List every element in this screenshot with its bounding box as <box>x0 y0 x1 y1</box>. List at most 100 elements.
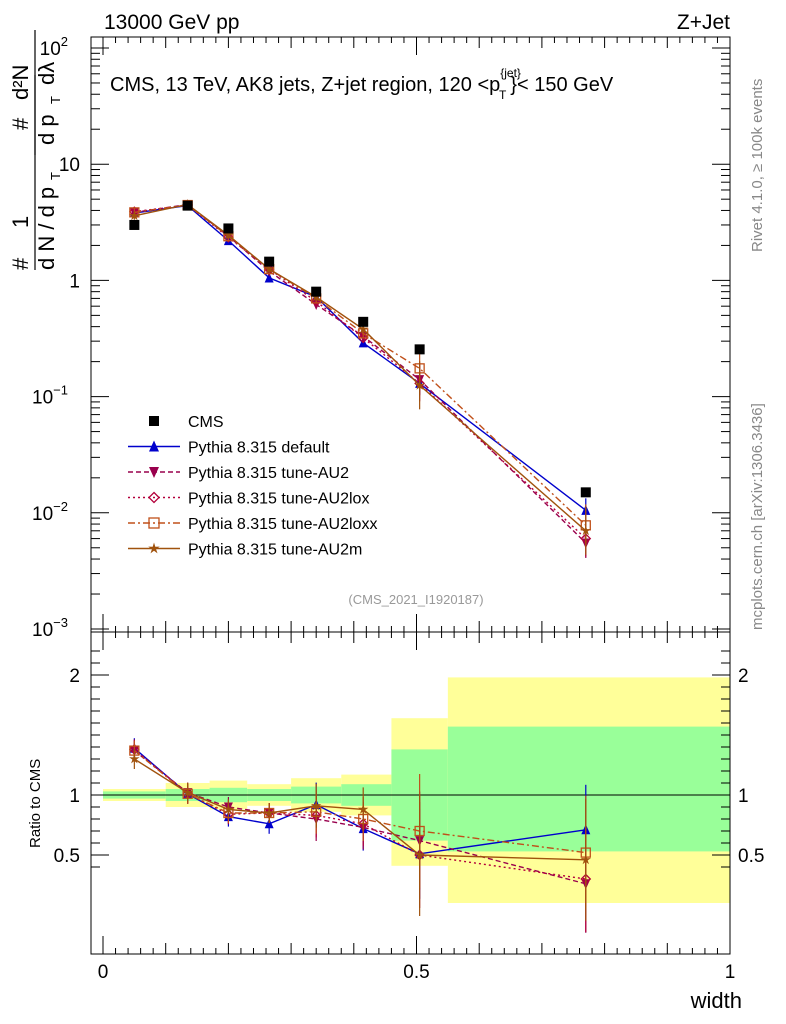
main-series-point <box>414 379 425 390</box>
mcplots-label: mcplots.cern.ch [arXiv:1306.3436] <box>749 403 766 630</box>
ratio-series-point <box>264 818 274 829</box>
legend-marker <box>148 542 160 554</box>
title-sub: T <box>499 88 507 102</box>
legend-label: Pythia 8.315 tune-AU2 <box>188 465 349 482</box>
ylabel-dpt: d p <box>34 114 59 145</box>
x-tick-label: 0.5 <box>403 962 429 983</box>
main-ytick-label: 10−1 <box>32 383 68 409</box>
title-sup: {jet} <box>500 66 521 80</box>
legend-label: Pythia 8.315 tune-AU2loxx <box>188 516 377 533</box>
main-series-point <box>223 229 234 240</box>
ratio-green-band <box>447 726 730 852</box>
legend-label: CMS <box>188 414 224 431</box>
cms-data-point <box>264 256 275 267</box>
title-tail: }< 150 GeV <box>510 74 614 96</box>
ylabel-t1: T <box>48 172 63 180</box>
main-ytick-base: 10 <box>59 155 80 176</box>
main-ytick-label: 1 <box>69 271 80 292</box>
main-ytick-base: 10 <box>32 388 53 409</box>
cms-data-point <box>414 344 425 355</box>
main-series-point <box>222 231 234 243</box>
legend-marker <box>149 440 159 452</box>
x-tick-label: 1 <box>725 962 736 983</box>
main-ytick-exp: −3 <box>53 615 68 630</box>
cms-data-point <box>580 487 591 498</box>
rivet-label: Rivet 4.1.0, ≥ 100k events <box>749 79 766 252</box>
main-series <box>128 199 592 558</box>
header-left: 13000 GeV pp <box>104 11 239 34</box>
ratio-series-point <box>129 753 140 764</box>
main-series-point <box>129 210 140 221</box>
ylabel-dn: d N / d p <box>34 187 59 270</box>
main-ytick-exp: −1 <box>53 383 68 398</box>
ratio-ytick-label-right: 1 <box>738 786 749 807</box>
legend-marker <box>148 517 160 529</box>
main-series-point <box>263 263 275 274</box>
ratio-ytick-label: 1 <box>69 786 80 807</box>
main-series-point <box>264 272 274 283</box>
main-series-line <box>134 203 587 544</box>
ratio-series-point <box>310 800 322 811</box>
main-ytick-base: 10 <box>32 620 53 641</box>
ratio-series-point <box>182 787 193 797</box>
main-ytick-label: 10−2 <box>32 499 68 525</box>
ratio-series-point <box>358 803 369 814</box>
cms-data-point <box>311 286 322 297</box>
ratio-series-point <box>414 849 425 860</box>
x-axis-label: width <box>690 988 742 1013</box>
x-tick-label: 0 <box>98 962 109 983</box>
legend-marker <box>149 416 159 426</box>
ratio-series-point <box>263 807 275 818</box>
cms-data-point <box>358 316 369 327</box>
ratio-panel: 0.5 0.5 1 1 2 2 0 0.5 1 Ratio to CMS width <box>27 631 765 1013</box>
main-series-line <box>134 203 587 532</box>
ratio-y-label: Ratio to CMS <box>27 759 44 848</box>
legend-label: Pythia 8.315 default <box>188 440 330 457</box>
main-series-point <box>580 525 591 536</box>
legend: CMS Pythia 8.315 default Pythia 8.315 tune… <box>128 414 377 559</box>
ratio-ytick-label: 2 <box>69 666 80 687</box>
ratio-series-point <box>223 803 234 814</box>
main-ytick-base: 1 <box>69 271 80 292</box>
main-ytick-base: 10 <box>40 39 61 60</box>
main-series-line <box>134 204 587 540</box>
ratio-tick-labels: 0.5 0.5 1 1 2 2 0 0.5 1 <box>54 666 765 983</box>
ratio-series-line <box>133 758 586 861</box>
main-ytick-label: 10 <box>59 155 80 176</box>
title-main: CMS, 13 TeV, AK8 jets, Z+jet region, 120… <box>110 74 500 96</box>
main-ytick-exp: −2 <box>53 499 68 514</box>
ylabel-d2n: d²N <box>8 65 33 100</box>
ylabel-one: 1 <box>8 216 33 228</box>
main-ytick-label: 10−3 <box>32 615 68 641</box>
ratio-series-point <box>580 854 591 865</box>
cms-data-point <box>129 219 140 230</box>
ratio-ytick-label-right: 2 <box>738 666 749 687</box>
ratio-frame <box>90 631 731 955</box>
main-frame <box>90 36 731 633</box>
cms-data-point <box>182 200 193 211</box>
ratio-ytick-label: 0.5 <box>54 846 80 867</box>
header-right: Z+Jet <box>677 11 730 34</box>
ylabel-hash2: # <box>8 117 33 130</box>
main-y-label: # 1 d N / d p T # d²N d p T dλ <box>8 30 63 270</box>
ratio-ticks <box>91 632 731 954</box>
ylabel-hash1: # <box>8 257 33 270</box>
legend-label: Pythia 8.315 tune-AU2m <box>188 542 362 559</box>
ylabel-t2: T <box>48 96 63 104</box>
legend-marker <box>148 491 160 504</box>
main-title: CMS, 13 TeV, AK8 jets, Z+jet region, 120… <box>110 66 614 102</box>
main-ytick-base: 10 <box>32 504 53 525</box>
main-ytick-exp: 2 <box>61 34 68 49</box>
ratio-ytick-label-right: 0.5 <box>738 846 764 867</box>
main-ytick-label: 102 <box>40 34 68 60</box>
ylabel-dl: dλ <box>34 62 59 85</box>
main-ticks <box>91 37 731 632</box>
legend-marker <box>149 467 159 478</box>
main-series-point <box>357 332 369 344</box>
cms-data-point <box>223 223 234 234</box>
analysis-watermark: (CMS_2021_I1920187) <box>348 592 483 607</box>
legend-label: Pythia 8.315 tune-AU2lox <box>188 491 369 508</box>
